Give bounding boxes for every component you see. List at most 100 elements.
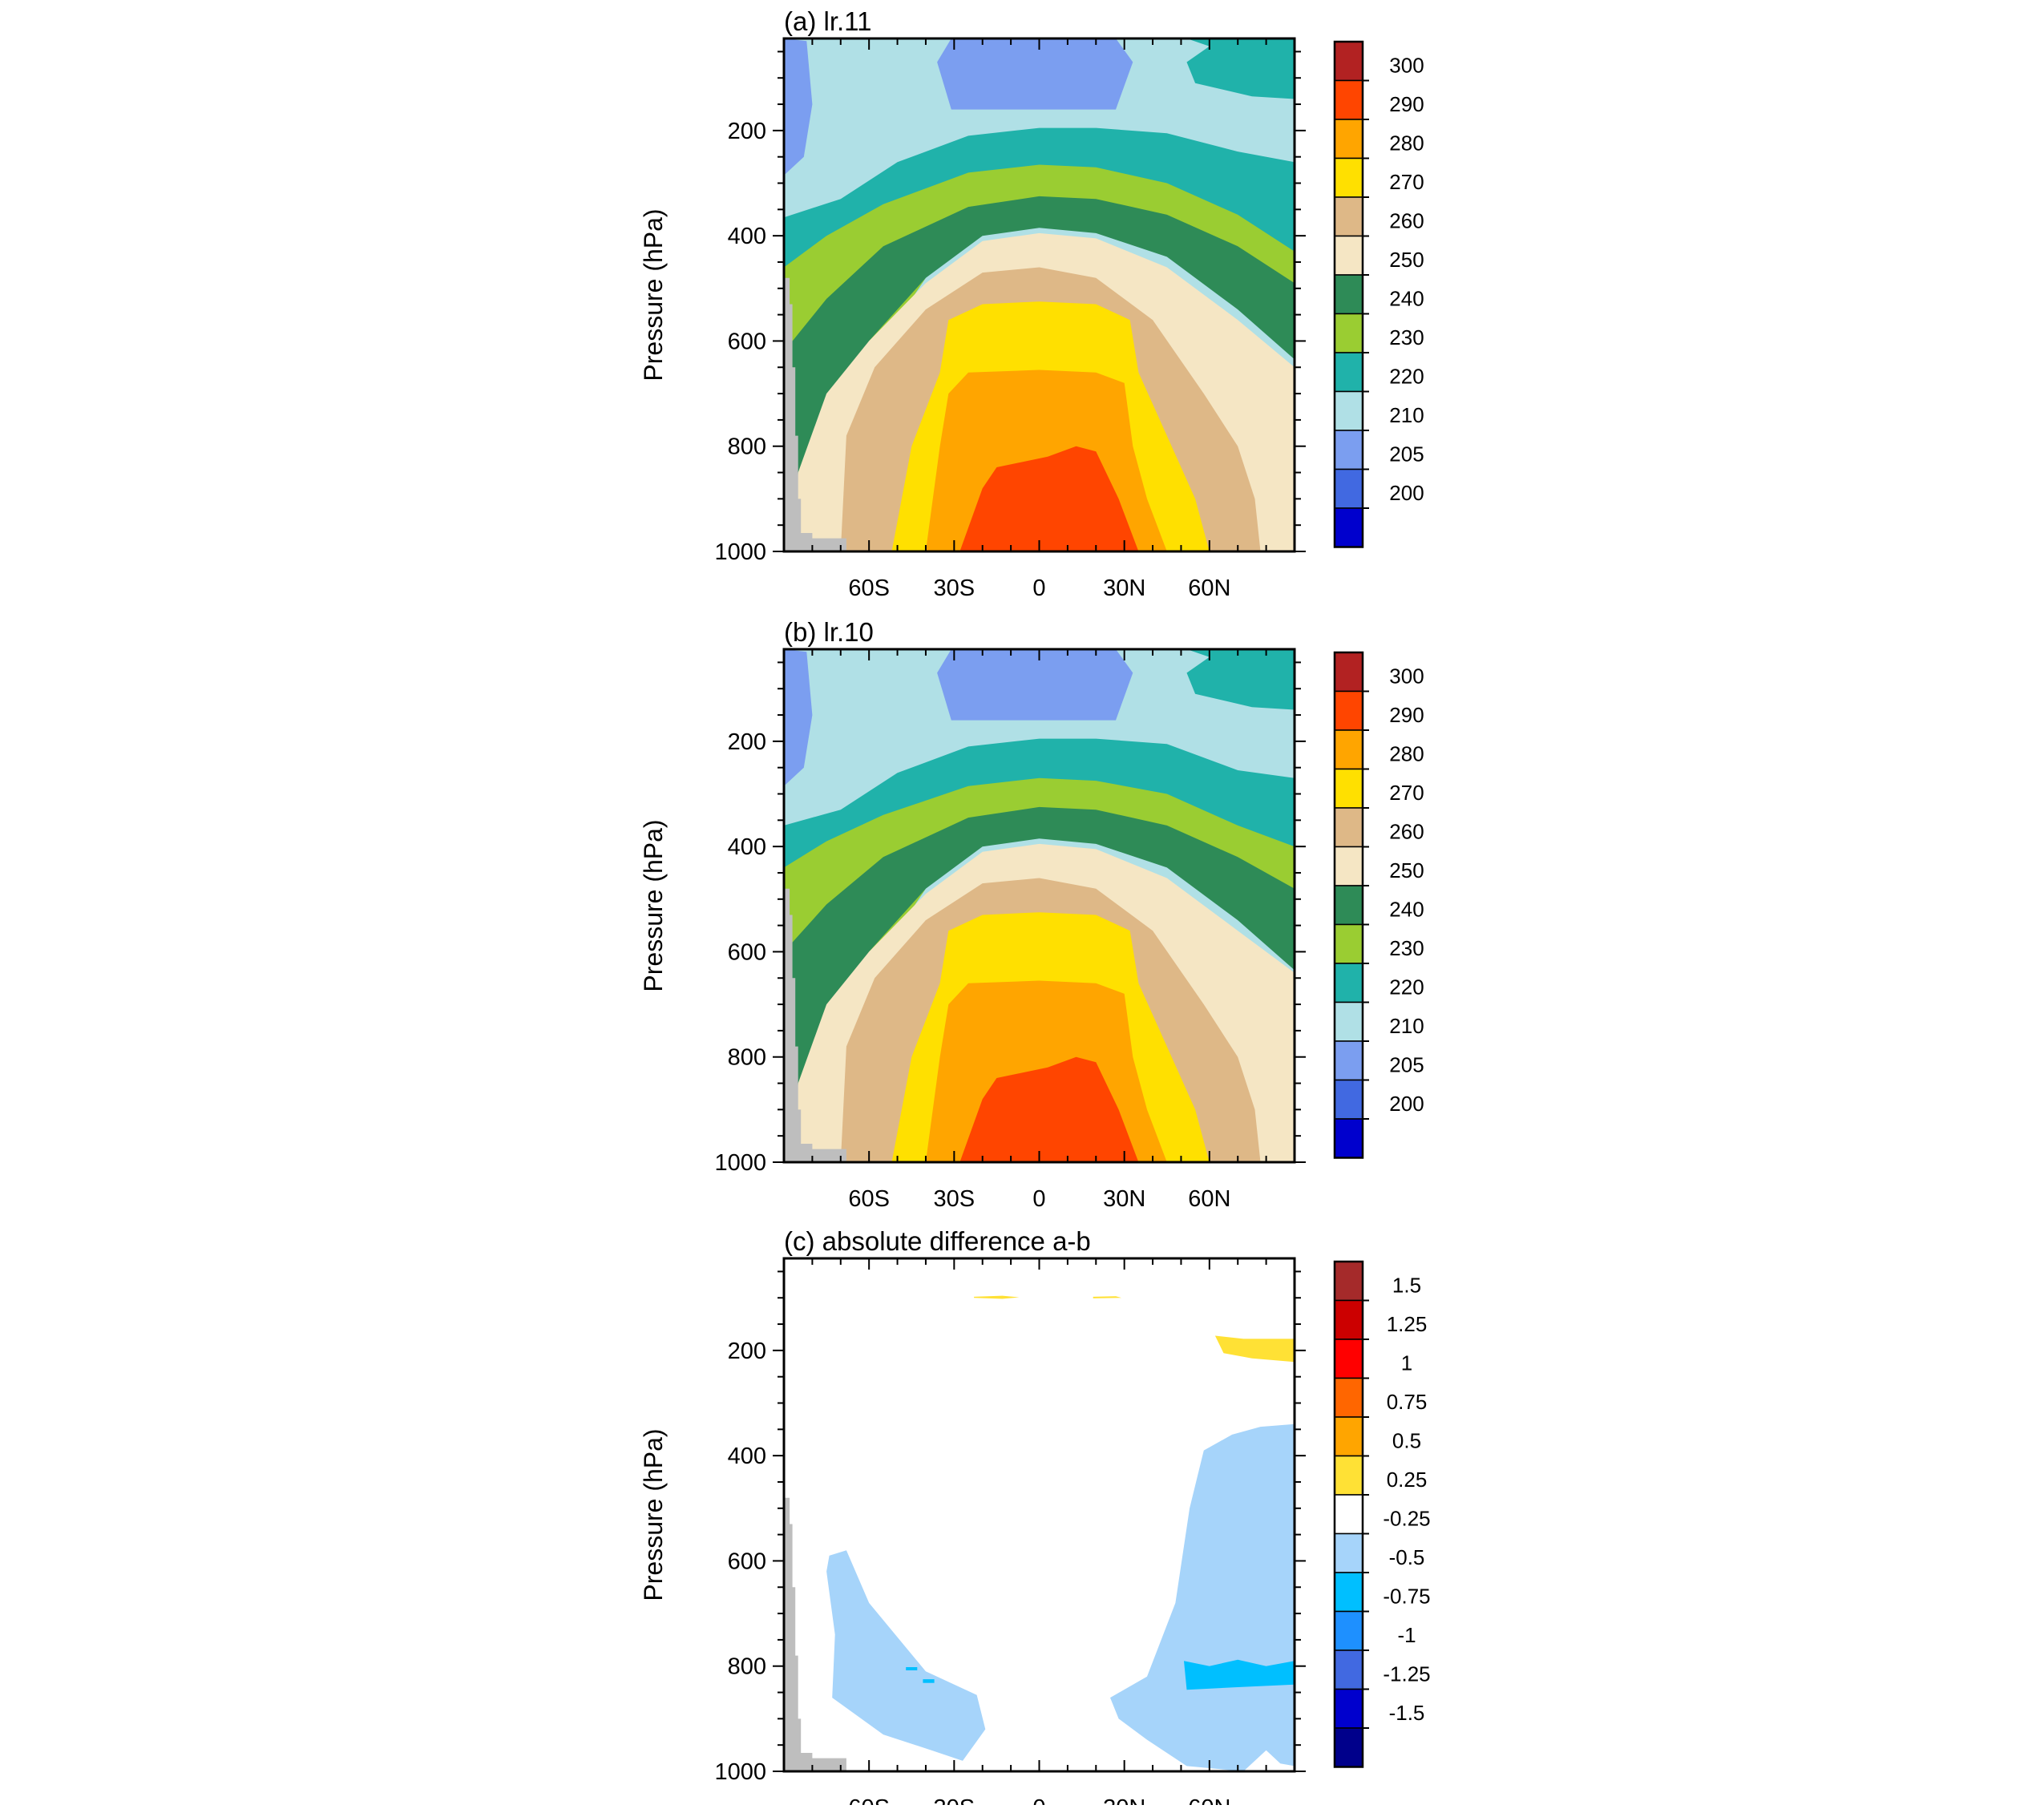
x-tick-label: 30S — [934, 1795, 976, 1805]
colorbar-swatch — [1334, 430, 1363, 470]
colorbar-label: -1 — [1397, 1623, 1416, 1647]
contour-290-300 — [959, 1056, 1139, 1162]
y-axis-label: Pressure (hPa) — [639, 1428, 668, 1601]
x-tick-label: 60N — [1188, 575, 1230, 601]
colorbar-swatch — [1334, 1416, 1363, 1457]
x-tick-label: 30N — [1103, 1186, 1145, 1212]
colorbar-label: 0.5 — [1392, 1429, 1421, 1453]
colorbar-frame — [1333, 40, 1364, 548]
plot-area — [784, 38, 1295, 551]
contour--0.75--0.5 — [923, 1679, 935, 1683]
colorbar-label: 260 — [1389, 820, 1424, 844]
panel-title: (a) lr.11 — [784, 6, 871, 36]
contour-0.25-0.5 — [1214, 1335, 1295, 1363]
colorbar: 300 290 280 270 260 250 240 230 220 210 205 200 — [1333, 40, 1424, 548]
colorbar-swatch — [1334, 79, 1363, 120]
colorbar-label: 280 — [1389, 742, 1424, 766]
y-tick-label: 200 — [728, 1339, 766, 1364]
colorbar-label: 300 — [1389, 54, 1424, 78]
contour-240-250 — [784, 806, 1295, 1152]
colorbar-swatch — [1334, 1261, 1363, 1302]
colorbar-swatch — [1334, 963, 1363, 1003]
colorbar-swatch — [1334, 923, 1363, 964]
contour-0.25-0.5 — [1093, 1296, 1122, 1298]
colorbar-swatch — [1334, 1377, 1363, 1418]
colorbar-label: 0.75 — [1387, 1390, 1428, 1414]
colorbar-swatch — [1334, 807, 1363, 848]
colorbar-label: -1.25 — [1383, 1662, 1430, 1686]
colorbar-label: 270 — [1389, 781, 1424, 805]
x-tick-label: 30S — [934, 575, 976, 601]
colorbar-label: 1 — [1401, 1351, 1412, 1375]
colorbar-swatch — [1334, 885, 1363, 926]
colorbar-label: 200 — [1389, 481, 1424, 505]
contour-205-210 — [937, 649, 1133, 721]
y-tick-label: 400 — [728, 834, 766, 860]
colorbar-swatch — [1334, 1650, 1363, 1690]
colorbar-label: -0.25 — [1383, 1507, 1430, 1531]
y-tick-label: 1000 — [714, 539, 766, 565]
contour-220-230 — [1186, 649, 1295, 710]
colorbar-swatch — [1334, 1572, 1363, 1613]
colorbar-label: 0.25 — [1387, 1468, 1428, 1492]
colorbar-swatch — [1334, 846, 1363, 886]
contour-205-210 — [784, 38, 813, 176]
contour-290-300 — [959, 446, 1139, 551]
y-tick-label: 1000 — [714, 1759, 766, 1785]
colorbar-swatch — [1334, 1040, 1363, 1081]
colorbar-label: 270 — [1389, 170, 1424, 194]
plot-area — [784, 649, 1295, 1162]
colorbar-label: 220 — [1389, 365, 1424, 389]
contour-240-250 — [784, 196, 1295, 541]
topography-mask — [784, 277, 846, 551]
colorbar-swatch — [1334, 196, 1363, 237]
colorbar-frame — [1333, 1260, 1364, 1768]
x-tick-label: 0 — [1032, 1186, 1045, 1212]
y-tick-label: 600 — [728, 1549, 766, 1574]
colorbar-label: 240 — [1389, 287, 1424, 311]
colorbar-label: 300 — [1389, 664, 1424, 688]
x-tick-label: 0 — [1032, 575, 1045, 601]
y-tick-label: 1000 — [714, 1150, 766, 1176]
x-tick-label: 60S — [848, 1795, 890, 1805]
y-tick-label: 600 — [728, 329, 766, 354]
colorbar-label: 230 — [1389, 325, 1424, 349]
contour-0.25-0.5 — [974, 1295, 1020, 1299]
colorbar-swatch — [1334, 157, 1363, 198]
colorbar-swatch — [1334, 1727, 1363, 1768]
colorbar-label: 260 — [1389, 209, 1424, 233]
y-tick-label: 800 — [728, 1654, 766, 1680]
colorbar-swatch — [1334, 1688, 1363, 1729]
y-tick-label: 200 — [728, 119, 766, 144]
colorbar-label: 290 — [1389, 703, 1424, 727]
panel-title: (b) lr.10 — [784, 617, 874, 647]
colorbar-label: 230 — [1389, 936, 1424, 960]
colorbar-swatch — [1334, 690, 1363, 731]
colorbar-swatch — [1334, 468, 1363, 509]
y-axis-label: Pressure (hPa) — [639, 819, 668, 991]
colorbar-swatch — [1334, 729, 1363, 770]
colorbar-label: 240 — [1389, 898, 1424, 922]
colorbar-label: 205 — [1389, 1053, 1424, 1077]
colorbar-swatch — [1334, 235, 1363, 276]
colorbar-label: -1.5 — [1389, 1701, 1425, 1725]
y-tick-label: 200 — [728, 729, 766, 755]
topography-mask — [784, 1497, 846, 1771]
contour-220-230 — [1186, 38, 1295, 99]
colorbar-swatch — [1334, 1079, 1363, 1120]
colorbar-swatch — [1334, 41, 1363, 82]
y-tick-label: 800 — [728, 434, 766, 460]
x-tick-label: 60S — [848, 1186, 890, 1212]
panel-b: 60S 30S 0 30N 60N 200 400 600 800 1000 Pressure (h… — [639, 617, 1424, 1212]
colorbar-label: 210 — [1389, 403, 1424, 427]
colorbar-swatch — [1334, 1001, 1363, 1042]
panel-title: (c) absolute difference a-b — [784, 1226, 1091, 1256]
colorbar-label: 210 — [1389, 1014, 1424, 1038]
colorbar-label: 250 — [1389, 248, 1424, 272]
x-tick-label: 30N — [1103, 1795, 1145, 1805]
y-axis-label: Pressure (hPa) — [639, 208, 668, 381]
colorbar-swatch — [1334, 313, 1363, 353]
colorbar-swatch — [1334, 1455, 1363, 1496]
colorbar-swatch — [1334, 1339, 1363, 1379]
